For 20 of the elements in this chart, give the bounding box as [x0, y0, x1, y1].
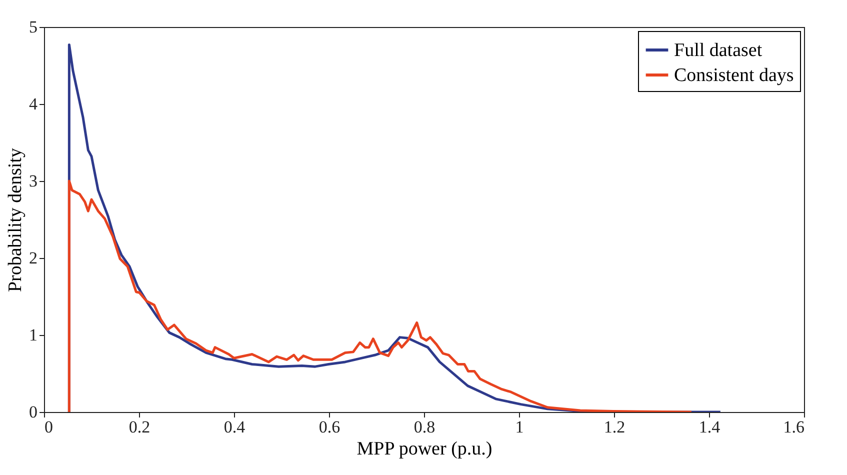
x-tick-label: 1 [515, 418, 524, 436]
y-tick-label: 4 [29, 94, 38, 114]
x-tick-label: 0.6 [318, 418, 340, 436]
x-axis-title: MPP power (p.u.) [356, 438, 492, 460]
y-axis-title: Probability density [5, 147, 26, 292]
y-tick-label: 3 [29, 172, 38, 190]
line-series [68, 180, 693, 412]
y-tick-label: 2 [29, 248, 38, 268]
x-tick-label: 0.4 [224, 418, 246, 436]
x-tick-label: 1.6 [783, 418, 804, 436]
x-tick-label: 0 [44, 418, 53, 436]
x-tick-label: 1.2 [604, 418, 626, 436]
x-tick-label: 0.8 [414, 418, 436, 436]
y-tick-label: 1 [29, 326, 38, 344]
legend-label: Full dataset [674, 40, 763, 61]
legend-label: Consistent days [674, 65, 794, 86]
x-tick-label: 1.4 [698, 418, 721, 436]
x-tick-label: 0.2 [128, 418, 150, 436]
y-tick-label: 5 [29, 18, 38, 36]
y-tick-label: 0 [29, 402, 38, 422]
